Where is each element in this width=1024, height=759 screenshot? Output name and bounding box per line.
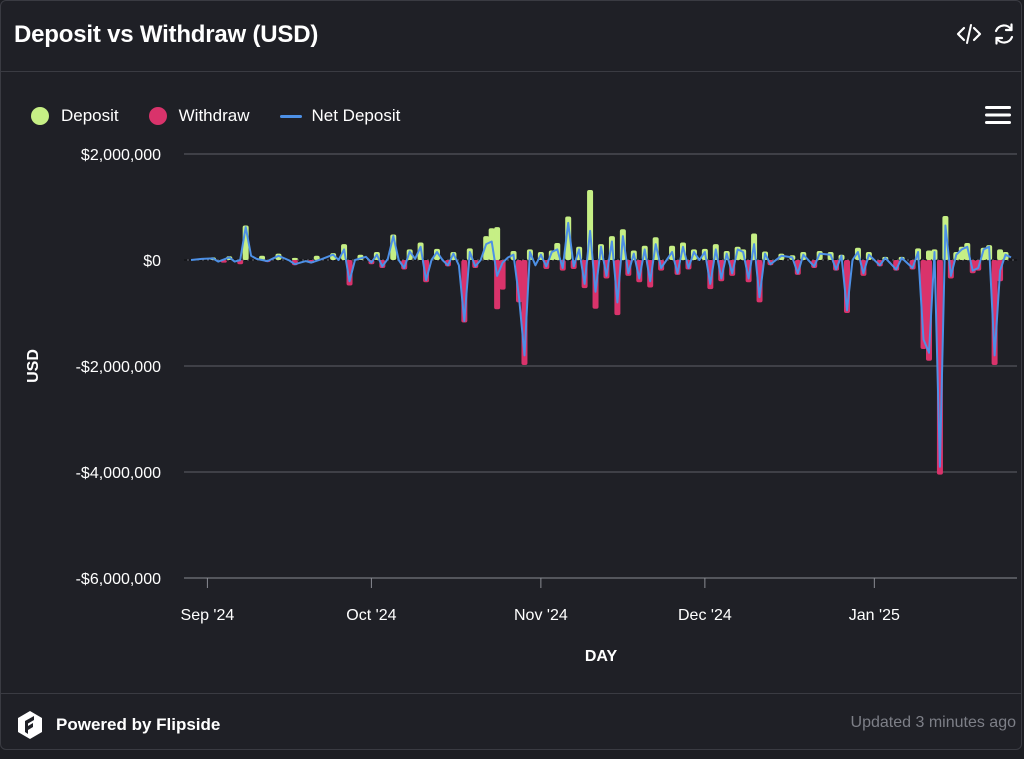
- y-tick-label: $0: [143, 253, 161, 270]
- x-axis-title: DAY: [585, 648, 618, 665]
- legend-item-withdraw[interactable]: Withdraw: [148, 106, 250, 126]
- x-tick-label: Jan '25: [849, 607, 900, 624]
- card-header: Deposit vs Withdraw (USD): [1, 1, 1021, 72]
- x-tick-label: Nov '24: [514, 607, 568, 624]
- withdraw-dot-icon: [148, 107, 167, 125]
- withdraw-bar: [707, 260, 714, 290]
- x-tick-label: Oct '24: [346, 607, 396, 624]
- x-tick-label: Dec '24: [678, 607, 732, 624]
- card-footer: Powered by Flipside Updated 3 minutes ag…: [1, 693, 1021, 752]
- deposit-bar: [291, 257, 298, 260]
- flipside-brand-link[interactable]: Powered by Flipside: [14, 709, 220, 741]
- x-tick-label: Sep '24: [181, 607, 235, 624]
- y-tick-label: -$6,000,000: [76, 571, 162, 588]
- deposit-bar: [997, 249, 1004, 260]
- net-deposit-line: [190, 221, 1012, 468]
- deposit-bar: [434, 248, 440, 260]
- powered-by-label: Powered by Flipside: [56, 715, 221, 734]
- legend-label-net-deposit: Net Deposit: [311, 106, 401, 125]
- legend-item-deposit[interactable]: Deposit: [31, 106, 119, 126]
- chart-plot: $2,000,000 $0 -$2,000,000 -$4,000,000 -$6,00…: [25, 147, 1017, 665]
- flipside-logo-icon: [18, 711, 42, 739]
- code-icon[interactable]: [956, 21, 982, 47]
- chart-title: Deposit vs Withdraw (USD): [14, 21, 319, 48]
- updated-timestamp: Updated 3 minutes ago: [850, 714, 1016, 731]
- chart-legend: Deposit Withdraw Net Deposit: [31, 104, 430, 128]
- hamburger-menu-icon[interactable]: [985, 104, 1011, 126]
- deposit-bar: [926, 250, 932, 260]
- y-tick-label: $2,000,000: [81, 147, 161, 164]
- deposit-bar: [494, 227, 501, 260]
- deposit-dot-icon: [31, 107, 49, 125]
- legend-label-withdraw: Withdraw: [178, 106, 250, 125]
- legend-label-deposit: Deposit: [61, 106, 119, 125]
- y-axis-title: USD: [25, 349, 42, 383]
- deposit-bar: [313, 255, 320, 260]
- y-tick-label: -$2,000,000: [76, 359, 162, 376]
- refresh-icon[interactable]: [991, 21, 1017, 47]
- net-deposit-line-icon: [279, 114, 302, 118]
- legend-item-net-deposit[interactable]: Net Deposit: [279, 106, 401, 126]
- deposit-bar: [483, 236, 490, 260]
- y-tick-label: -$4,000,000: [76, 465, 162, 482]
